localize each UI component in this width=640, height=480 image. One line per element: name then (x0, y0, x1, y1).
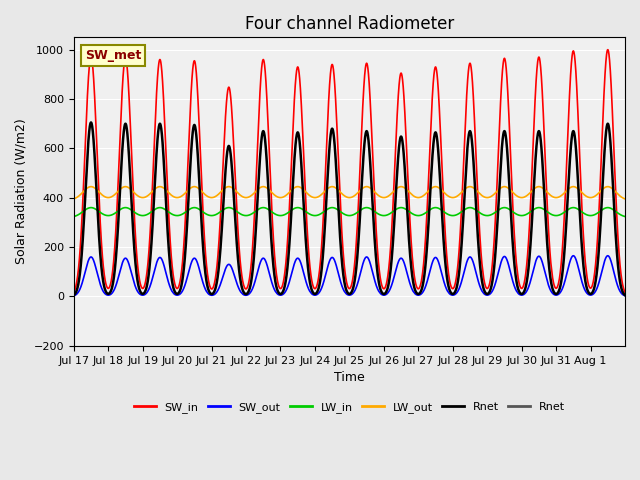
LW_out (70, 196, 77, 202)
Rnet (370, 224, 378, 229)
Legend: SW_in, SW_out, LW_in, LW_out, Rnet, Rnet: SW_in, SW_out, LW_in, LW_out, Rnet, Rnet (129, 397, 570, 418)
SW_in (621, 289, 629, 295)
LW_in (370, 208, 378, 214)
Line: Rnet: Rnet (74, 122, 625, 295)
Rnet (500, 128, 508, 134)
Title: Four channel Radiometer: Four channel Radiometer (244, 15, 454, 33)
SW_in (604, 47, 612, 52)
Rnet (70, 292, 77, 298)
SW_in (500, 56, 508, 61)
Line: LW_out: LW_out (74, 187, 625, 199)
Rnet (621, 292, 629, 298)
SW_out (621, 293, 629, 299)
SW_out (604, 253, 612, 259)
LW_in (500, 205, 508, 211)
SW_in (184, 157, 192, 163)
LW_out (528, 188, 536, 194)
Rnet (528, 223, 536, 229)
LW_out (399, 184, 407, 190)
Y-axis label: Solar Radiation (W/m2): Solar Radiation (W/m2) (15, 119, 28, 264)
LW_in (70, 214, 77, 219)
Line: SW_out: SW_out (74, 256, 625, 296)
SW_out (399, 258, 407, 264)
LW_in (542, 208, 550, 214)
Rnet (399, 147, 407, 153)
LW_in (399, 205, 407, 211)
SW_in (399, 85, 407, 91)
LW_out (184, 187, 192, 193)
LW_out (122, 184, 129, 190)
LW_in (184, 207, 192, 213)
SW_in (542, 170, 550, 176)
SW_in (528, 179, 536, 185)
LW_in (528, 208, 536, 214)
SW_out (70, 293, 77, 299)
SW_out (184, 272, 192, 277)
LW_out (500, 184, 508, 190)
SW_out (542, 273, 550, 278)
SW_out (370, 274, 378, 280)
LW_out (370, 188, 378, 194)
Rnet (542, 220, 550, 226)
SW_in (370, 178, 378, 183)
X-axis label: Time: Time (334, 371, 365, 384)
LW_in (122, 205, 129, 211)
LW_out (542, 188, 550, 194)
Line: LW_in: LW_in (74, 208, 625, 216)
Rnet (184, 203, 192, 208)
SW_in (70, 289, 77, 295)
SW_out (528, 274, 536, 280)
LW_in (621, 214, 629, 219)
Line: SW_in: SW_in (74, 49, 625, 292)
Text: SW_met: SW_met (85, 49, 141, 62)
SW_out (500, 253, 508, 259)
LW_out (621, 196, 629, 202)
Rnet (87, 120, 95, 125)
